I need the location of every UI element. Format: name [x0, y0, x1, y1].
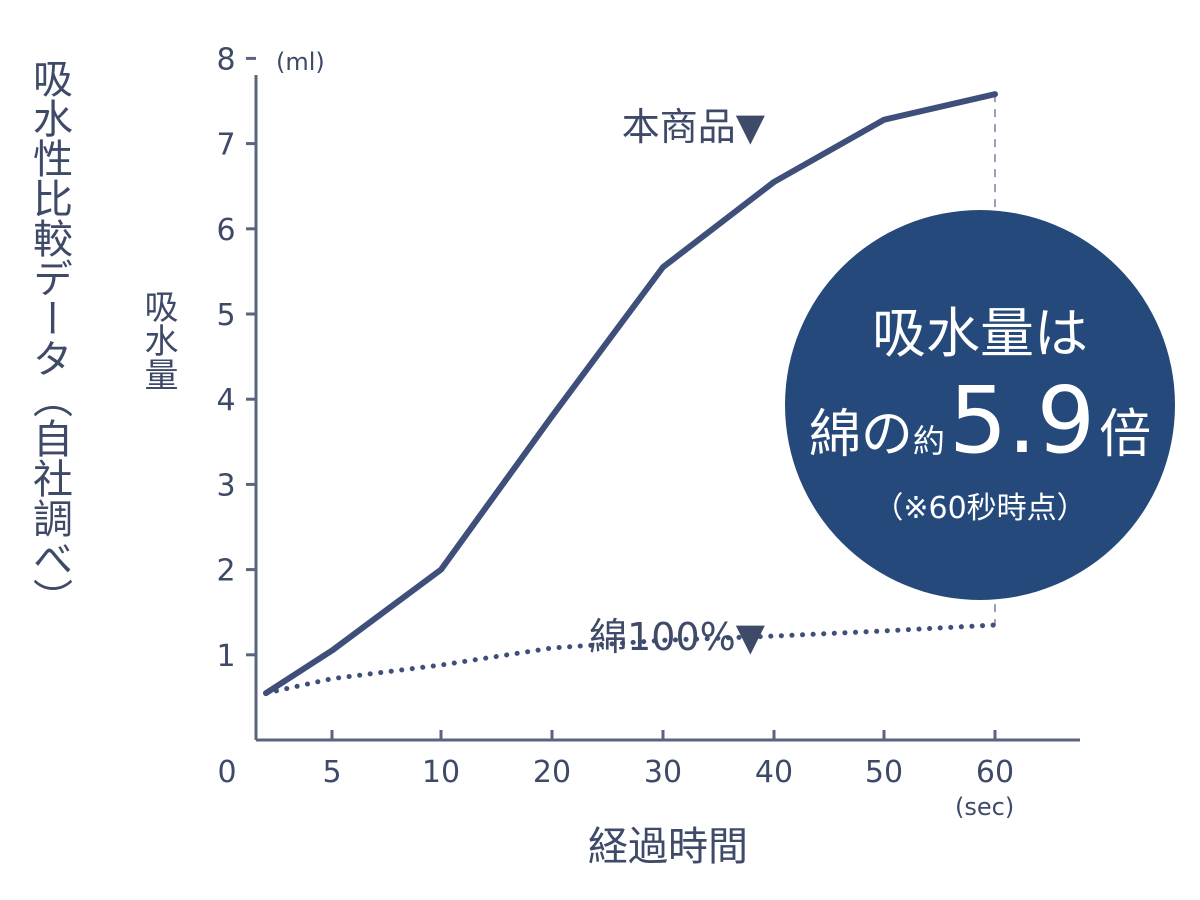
series-label-cotton: 綿100%▼ — [589, 615, 766, 659]
y-axis-label: 吸水量 — [138, 289, 178, 391]
y-unit-label: (ml) — [276, 48, 325, 76]
x-tick-label: 20 — [533, 755, 571, 790]
x-axis-label: 経過時間 — [588, 824, 748, 870]
callout-line2-suffix: 倍 — [1099, 405, 1151, 465]
y-tick-label: 6 — [216, 213, 235, 248]
x-unit-label: (sec) — [955, 793, 1014, 821]
series-line-product — [263, 91, 998, 697]
callout-line2-prefix: 綿の — [809, 405, 913, 465]
x-tick-label: 0 — [217, 755, 236, 790]
y-tick-label: 8 — [216, 42, 235, 77]
callout-line2: 綿の約5.9倍 — [809, 367, 1151, 474]
axes — [254, 75, 1080, 742]
y-tick-label: 2 — [216, 554, 235, 589]
x-tick-label: 10 — [422, 755, 460, 790]
callout-line2-small: 約 — [913, 422, 945, 460]
x-tick-label: 40 — [755, 755, 793, 790]
x-tick-label: 30 — [644, 755, 682, 790]
callout-line1: 吸水量は — [872, 302, 1088, 365]
callout-badge: 吸水量は 綿の約5.9倍 （※60秒時点） — [785, 210, 1175, 600]
series-line-cotton — [263, 622, 998, 696]
callout-line3: （※60秒時点） — [873, 491, 1086, 526]
y-tick-label: 4 — [216, 383, 235, 418]
callout-circle — [785, 210, 1175, 600]
callout-ratio: 5.9 — [949, 367, 1095, 474]
y-tick-label: 3 — [216, 468, 235, 503]
y-tick-label: 1 — [216, 639, 235, 674]
x-tick-label: 60 — [976, 755, 1014, 790]
series-group — [263, 91, 998, 697]
x-tick-label: 5 — [322, 755, 341, 790]
series-label-product: 本商品▼ — [622, 105, 766, 149]
chart-side-title: 吸水性比較データ（自社調べ） — [26, 58, 72, 618]
y-ticks: 1 2 3 4 5 6 7 8 — [216, 42, 256, 674]
y-tick-label: 5 — [216, 298, 235, 333]
x-ticks: 0 5 10 20 30 40 50 60 — [217, 730, 1014, 790]
x-tick-label: 50 — [865, 755, 903, 790]
y-tick-label: 7 — [216, 128, 235, 163]
